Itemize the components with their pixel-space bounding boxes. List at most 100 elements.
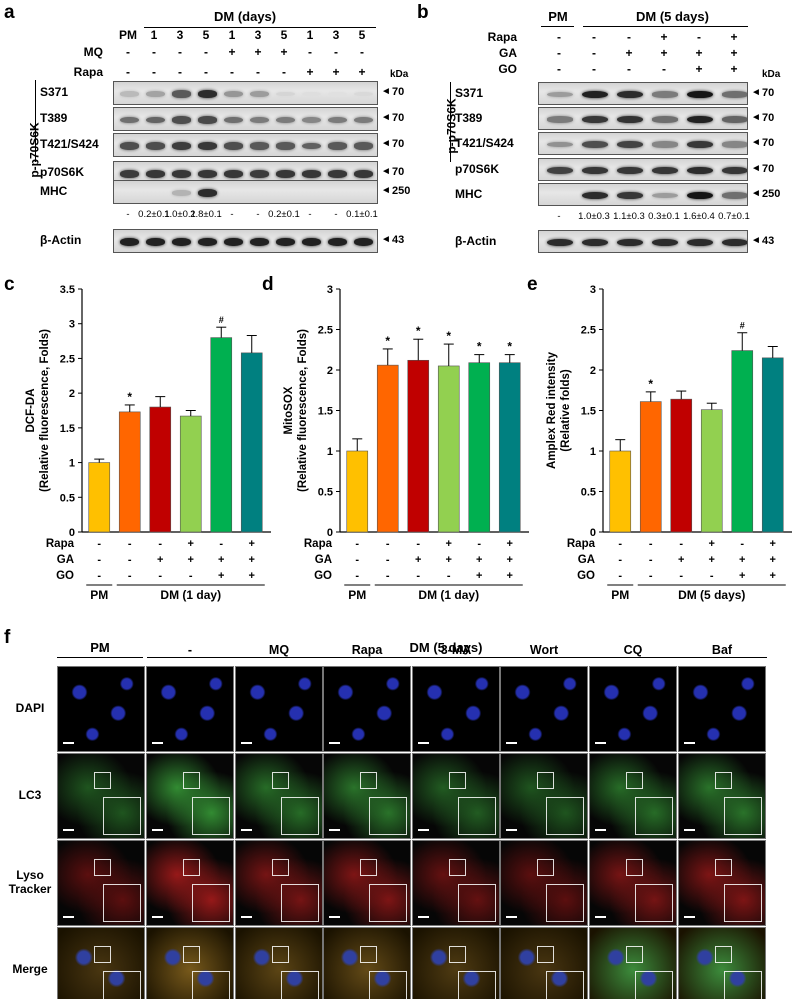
micrograph-tile — [146, 840, 234, 926]
ga-sign: + — [678, 554, 684, 566]
bar — [346, 450, 369, 533]
go-sign: - — [158, 570, 162, 582]
roi-box — [626, 946, 643, 963]
roi-box — [715, 859, 732, 876]
mhc-quant-value: - — [557, 211, 561, 222]
zoom-inset — [103, 797, 141, 835]
row-label-t389: T389 — [40, 111, 68, 125]
bar — [468, 362, 491, 533]
y-tick-label: 0.5 — [60, 492, 75, 504]
band — [145, 116, 165, 124]
blot-mhc — [113, 180, 378, 204]
row-label-lc3: LC3 — [18, 788, 42, 802]
go-sign: + — [695, 62, 703, 76]
blot-mhc — [538, 183, 748, 206]
ga-sign: + — [695, 46, 703, 60]
mhc-quant-value: 1.1±0.3 — [613, 211, 645, 222]
row-label-lyso-tracker: Lyso Tracker — [8, 868, 52, 896]
row-label-s371: S371 — [455, 85, 484, 100]
mhc-quant-value: 2.8±0.1 — [190, 209, 222, 220]
y-tick-label: 0 — [590, 527, 596, 539]
y-tick-label: 2 — [327, 365, 333, 377]
significance-mark: * — [385, 334, 390, 348]
zoom-inset — [369, 797, 407, 835]
band — [617, 238, 643, 247]
scale-bar — [329, 742, 340, 744]
band — [301, 116, 321, 124]
go-row-label-b: GO — [498, 62, 517, 76]
rapa-sign: + — [730, 30, 738, 44]
roi-box — [715, 772, 732, 789]
band — [652, 192, 678, 199]
micrograph-tile — [57, 840, 145, 926]
blot-p70s6k — [538, 158, 748, 181]
band — [353, 170, 373, 178]
ga-sign: + — [446, 554, 452, 566]
blot-t389 — [113, 107, 378, 131]
band — [582, 141, 608, 148]
band — [617, 166, 643, 175]
ga-sign: - — [618, 554, 622, 566]
significance-mark: * — [648, 377, 653, 391]
ga-sign: + — [770, 554, 776, 566]
column-label: CQ — [623, 643, 643, 657]
lane-label: 3 — [332, 28, 340, 42]
micrograph-tile — [500, 753, 588, 839]
rapa-row-label: Rapa — [567, 538, 596, 550]
scale-bar — [595, 916, 606, 918]
column-label: 3-MA — [440, 643, 472, 657]
go-sign: + — [249, 570, 255, 582]
micrograph-tile — [678, 840, 766, 926]
rapa-sign: + — [770, 538, 776, 550]
go-sign: - — [355, 570, 359, 582]
micrograph-tile — [678, 753, 766, 839]
scale-bar — [418, 742, 429, 744]
micrograph-tile — [146, 927, 234, 999]
ga-sign: + — [188, 554, 194, 566]
y-tick-label: 3.5 — [60, 284, 75, 296]
blot-t389 — [538, 107, 748, 130]
kda-label-b: kDa — [762, 69, 781, 80]
y-axis-subtitle: (Relative folds) — [560, 369, 572, 452]
y-tick-label: 0 — [69, 527, 75, 539]
bar — [407, 359, 430, 533]
go-sign: - — [618, 570, 622, 582]
dm-header-f: DM (5 days) — [409, 640, 483, 655]
ga-sign: + — [249, 554, 255, 566]
ga-sign: - — [97, 554, 101, 566]
micrograph-tile — [412, 927, 500, 999]
mhc-quant-value: 1.0±0.1 — [164, 209, 196, 220]
rapa-sign: - — [204, 65, 208, 79]
band — [327, 142, 347, 150]
rapa-sign: + — [507, 538, 513, 550]
scale-bar — [152, 742, 163, 744]
pm-header-b: PM — [548, 9, 568, 24]
bar — [700, 409, 723, 533]
band — [547, 238, 573, 247]
ga-row-label: GA — [315, 554, 332, 566]
micrograph-tile — [146, 666, 234, 752]
micrograph-tile — [323, 666, 411, 752]
kda-marker: ◄ — [381, 166, 391, 177]
zoom-inset — [103, 884, 141, 922]
zoom-inset — [369, 971, 407, 999]
kda-marker: ◄ — [751, 86, 761, 98]
mq-sign: - — [178, 45, 182, 59]
scale-bar — [418, 916, 429, 918]
mq-sign: - — [152, 45, 156, 59]
zoom-inset — [458, 797, 496, 835]
micrograph-tile — [412, 666, 500, 752]
panel-label-a: a — [4, 2, 15, 23]
roi-box — [94, 859, 111, 876]
mq-sign: + — [280, 45, 288, 59]
mhc-quant-value: 0.2±0.1 — [138, 209, 170, 220]
band — [249, 142, 269, 150]
rapa-sign: - — [219, 538, 223, 550]
go-sign: + — [739, 570, 745, 582]
y-tick-label: 3 — [590, 284, 596, 296]
y-tick-label: 2.5 — [60, 353, 75, 365]
column-label: MQ — [268, 643, 290, 657]
band — [687, 140, 713, 149]
band — [327, 91, 347, 97]
scale-bar — [506, 916, 517, 918]
